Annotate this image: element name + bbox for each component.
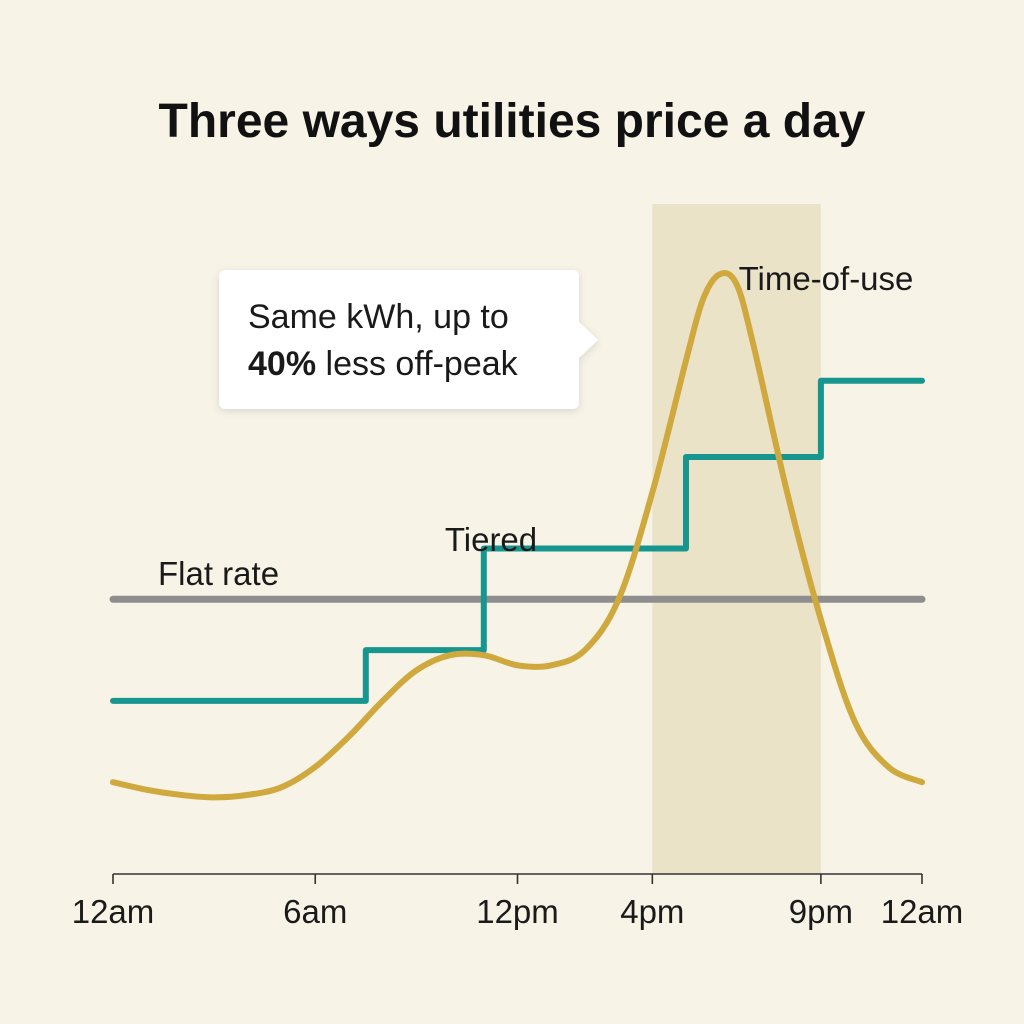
callout-highlight-value: 40% <box>248 345 316 383</box>
chart-title: Three ways utilities price a day <box>159 95 866 148</box>
callout-line: 40% less off-peak <box>248 345 519 383</box>
x-tick-label: 6am <box>283 893 347 930</box>
callout-box <box>219 270 598 409</box>
series-label-time-of-use: Time-of-use <box>739 260 914 297</box>
peak-hours-band <box>652 204 821 874</box>
callout: Same kWh, up to 40% less off-peak <box>219 270 598 409</box>
callout-text-segment: less off-peak <box>316 345 519 383</box>
callout-line: Same kWh, up to <box>248 298 509 336</box>
x-axis: 12am 6am 12pm 4pm 9pm 12am <box>72 873 964 930</box>
series-layer <box>109 270 926 801</box>
peak-band-layer <box>652 204 821 874</box>
x-tick-label: 12am <box>72 893 155 930</box>
series-labels: Flat rate Tiered Time-of-use <box>158 260 913 592</box>
x-tick-label: 12pm <box>476 893 559 930</box>
series-line-time-of-use <box>110 270 925 801</box>
x-tick-label: 12am <box>881 893 964 930</box>
series-label-tiered: Tiered <box>445 521 537 558</box>
series-label-flat-rate: Flat rate <box>158 555 279 592</box>
callout-bubble <box>219 270 598 409</box>
x-tick-label: 4pm <box>620 893 684 930</box>
x-tick-label: 9pm <box>789 893 853 930</box>
callout-text-segment: Same kWh, up to <box>248 298 509 336</box>
series-line-tiered <box>110 377 925 704</box>
